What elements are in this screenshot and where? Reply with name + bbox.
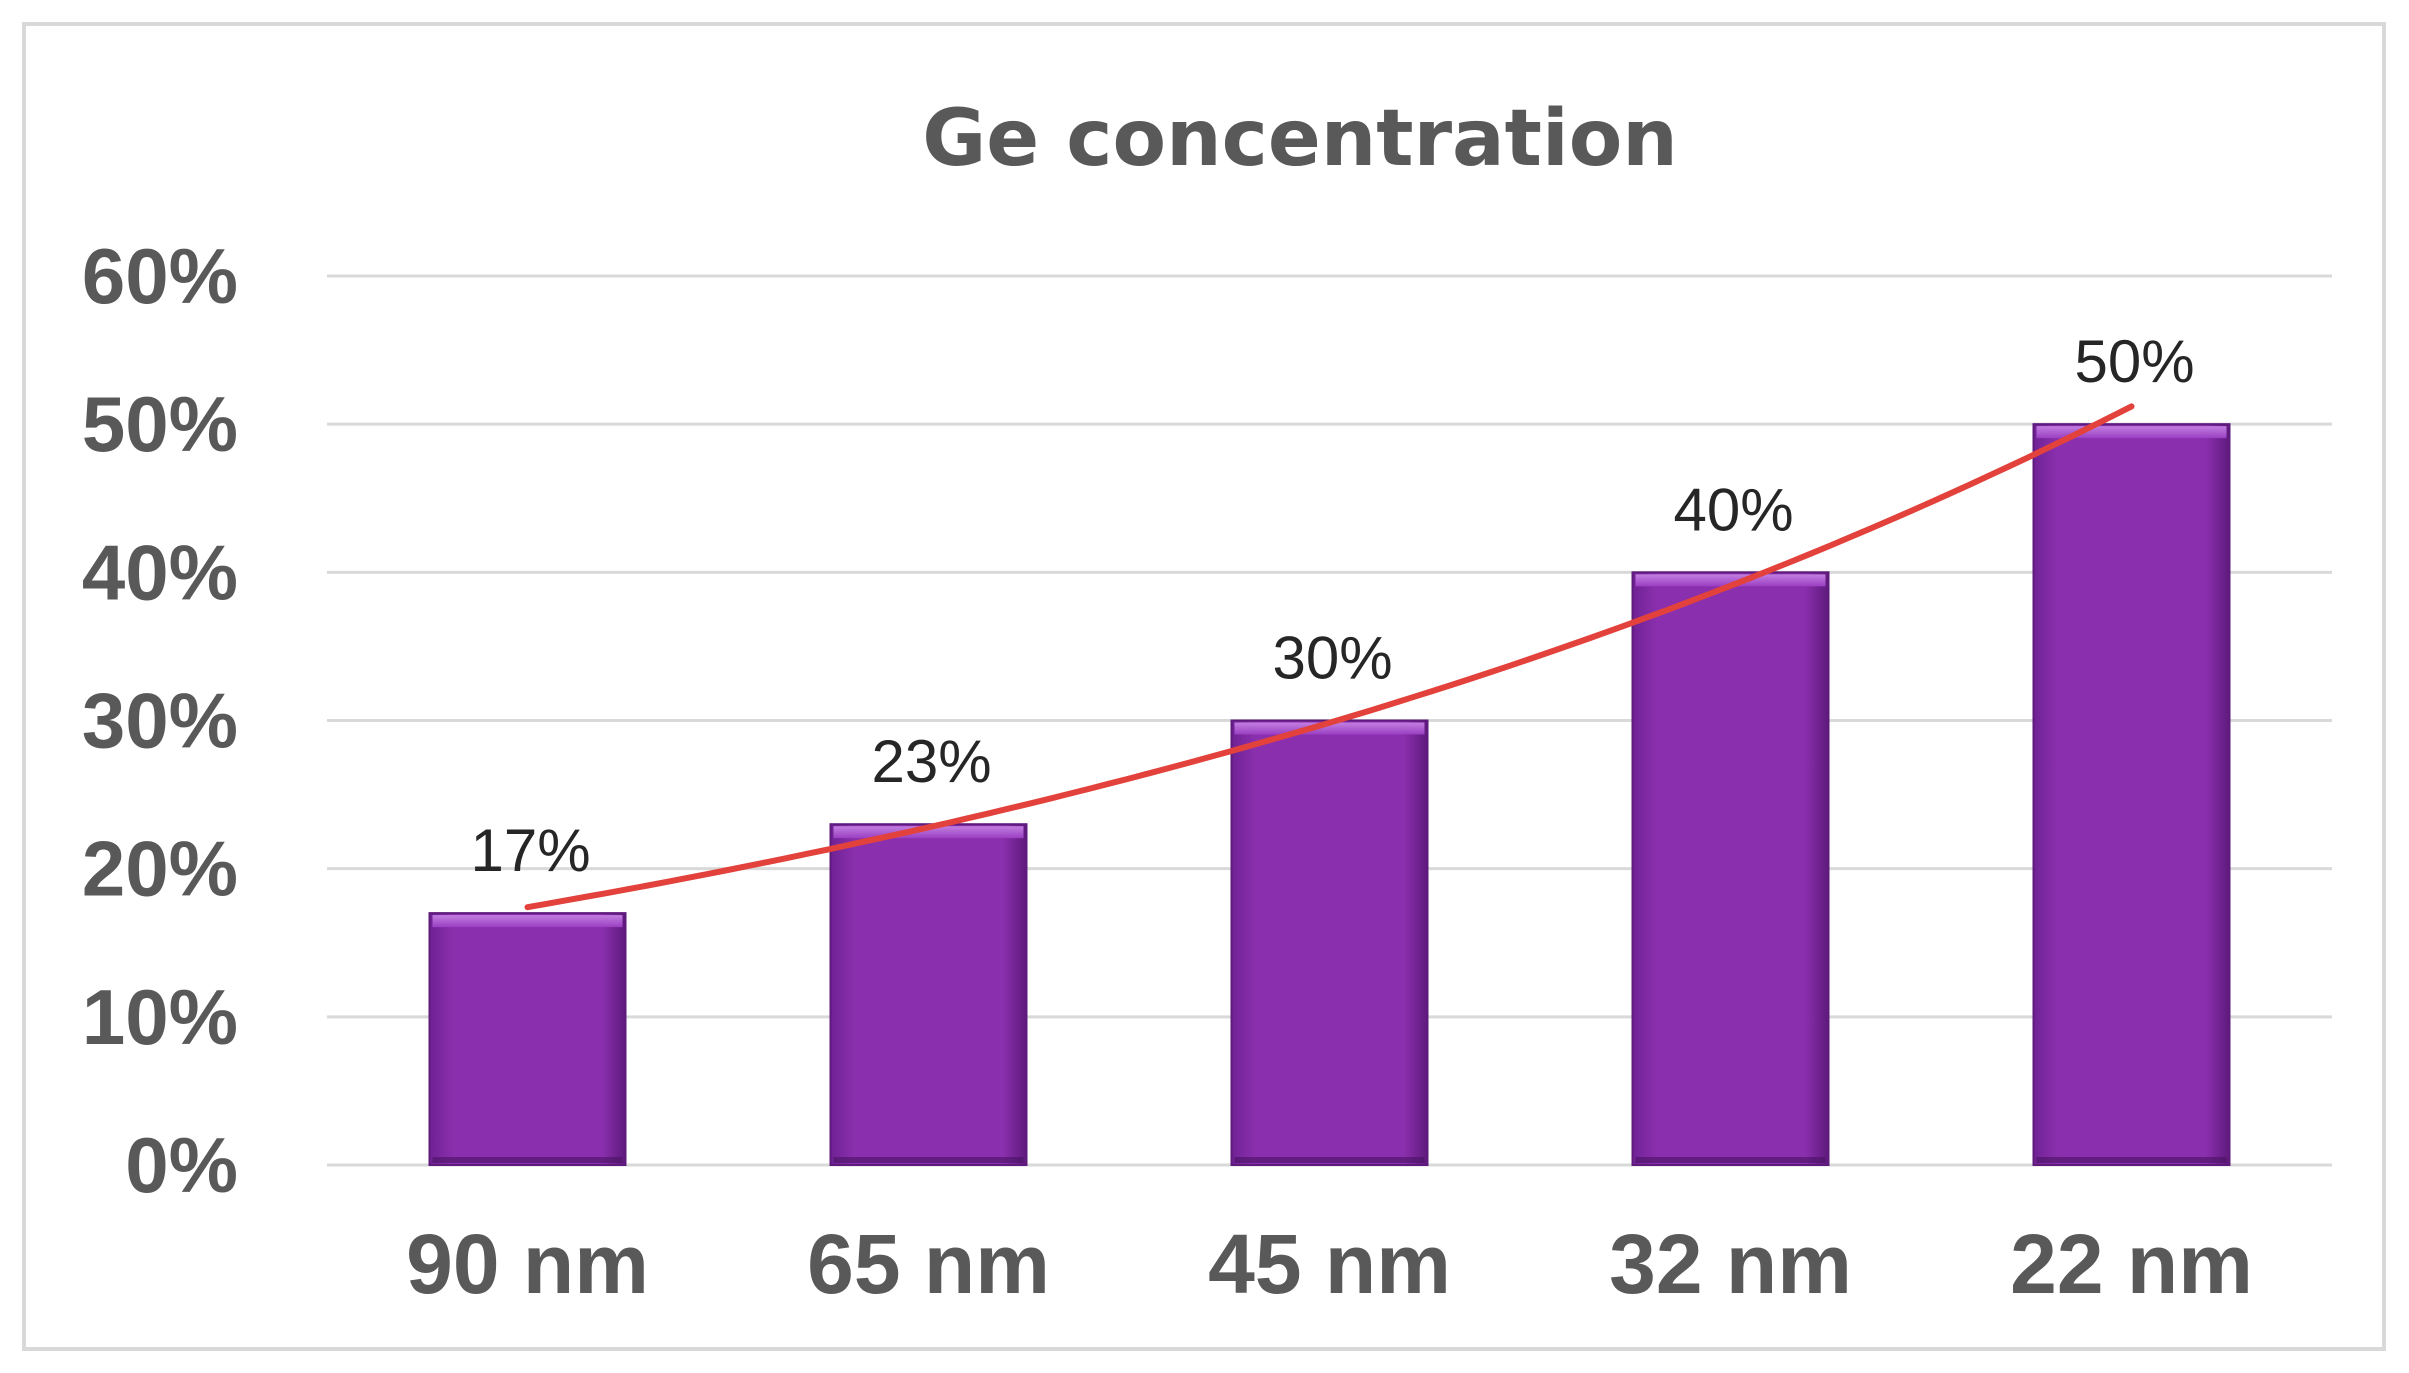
gridlines [327,274,2332,1167]
data-labels: 17% 23% 30% 40% 50% [470,328,2194,884]
bar-bevel-shadow [1635,1157,1826,1163]
bar-bevel-shadow [1234,1157,1425,1163]
bar-bevel-highlight [1234,722,1425,735]
y-tick-label: 60% [82,232,238,320]
bar-1 [829,823,1028,1166]
bar [829,823,1028,1166]
bar-bevel-shadow [432,1157,623,1163]
bar-0 [428,912,627,1166]
data-label: 23% [871,728,991,795]
bar-2 [1230,719,1429,1166]
bar [1631,571,1830,1166]
data-label: 30% [1272,625,1392,692]
x-category-label: 90 nm [406,1217,649,1311]
x-category-label: 45 nm [1208,1217,1451,1311]
y-axis-ticks: 0% 10% 20% 30% 40% 50% 60% [82,232,238,1209]
data-label: 40% [1673,476,1793,543]
y-tick-label: 40% [82,528,238,616]
bar-4 [2032,423,2231,1166]
chart-title: Ge concentration [922,94,1678,184]
bar-3 [1631,571,1830,1166]
data-label: 17% [470,817,590,884]
y-tick-label: 30% [82,677,238,765]
x-category-label: 22 nm [2010,1217,2253,1311]
trendline-group [524,403,2135,911]
y-tick-label: 10% [82,973,238,1061]
bar-bevel-highlight [1635,574,1826,587]
bar-bevel-highlight [432,915,623,928]
data-label: 50% [2074,328,2194,395]
y-tick-label: 50% [82,380,238,468]
bar [428,912,627,1166]
bar-bevel-shadow [833,1157,1024,1163]
x-category-label: 32 nm [1609,1217,1852,1311]
bar-bevel-shadow [2036,1157,2227,1163]
chart-frame [22,22,2386,1351]
bar [2032,423,2231,1166]
x-category-label: 65 nm [807,1217,1050,1311]
trendline [524,403,2135,911]
bar [1230,719,1429,1166]
bars [428,423,2231,1166]
x-axis-categories: 90 nm 65 nm 45 nm 32 nm 22 nm [406,1217,2253,1311]
y-tick-label: 20% [82,825,238,913]
y-tick-label: 0% [125,1121,238,1209]
